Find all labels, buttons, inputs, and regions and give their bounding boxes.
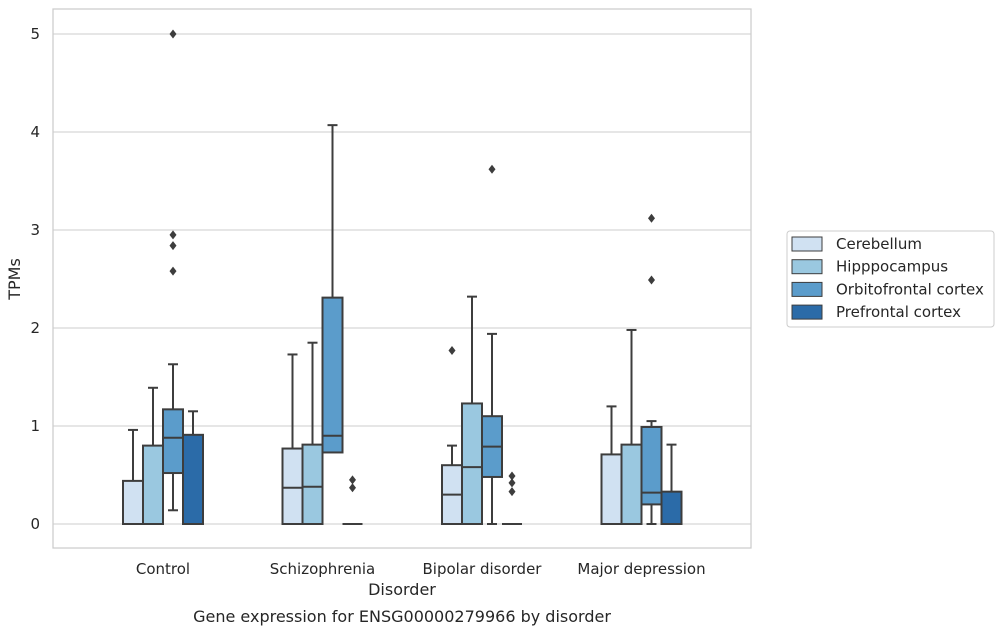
outlier-point: [488, 164, 496, 174]
legend-swatch: [791, 259, 823, 275]
box-1-1: [301, 341, 324, 525]
chart-caption: Gene expression for ENSG00000279966 by d…: [193, 607, 611, 626]
box-2-0: [162, 29, 184, 512]
box-plots: [122, 29, 683, 526]
box-3-3: [660, 443, 683, 526]
outlier-point: [508, 478, 516, 488]
box-body: [660, 490, 683, 526]
outlier-point: [169, 266, 177, 276]
box-0-3: [600, 405, 623, 526]
box-3-1: [342, 475, 363, 525]
outlier-point: [169, 29, 177, 39]
box-body: [301, 443, 324, 525]
box-body: [162, 408, 184, 475]
y-tick-label: 5: [30, 25, 40, 43]
legend-swatch: [791, 281, 823, 297]
y-tick-label: 0: [30, 515, 40, 533]
box-body: [122, 479, 144, 526]
legend-label: Cerebellum: [836, 235, 922, 253]
outlier-point: [648, 213, 655, 223]
x-tick-label: Major depression: [577, 560, 705, 578]
box-body: [600, 453, 623, 526]
box-2-1: [321, 124, 344, 454]
outlier-point: [169, 230, 177, 240]
box-3-2: [502, 471, 522, 525]
box-body: [620, 443, 643, 525]
outlier-point: [508, 487, 516, 497]
box-body: [142, 444, 164, 526]
legend-swatch: [791, 304, 823, 320]
y-tick-label: 1: [30, 417, 40, 435]
box-0-1: [281, 353, 304, 526]
y-axis-label: TPMs: [5, 258, 24, 301]
y-tick-labels: 0 1 2 3 4 5: [30, 25, 40, 533]
x-tick-label: Bipolar disorder: [423, 560, 543, 578]
legend-swatch: [791, 236, 823, 252]
outlier-point: [508, 471, 516, 481]
box-2-3: [640, 213, 663, 525]
box-1-0: [142, 386, 164, 526]
box-2-2: [481, 164, 503, 525]
x-tick-labels: Control Schizophrenia Bipolar disorder Majo…: [136, 560, 706, 578]
outlier-point: [169, 241, 177, 251]
legend-frame: [786, 230, 995, 328]
box-body: [182, 433, 204, 526]
x-axis-label: Disorder: [368, 580, 436, 599]
legend-label: Prefrontal cortex: [836, 303, 961, 321]
outlier-point: [349, 475, 356, 485]
y-tick-label: 4: [30, 123, 40, 141]
outlier-point: [648, 275, 655, 285]
outlier-point: [349, 483, 356, 493]
legend-label: Orbitofrontal cortex: [836, 280, 984, 298]
box-body: [321, 296, 344, 454]
outlier-point: [448, 346, 456, 356]
box-body: [640, 425, 663, 506]
x-tick-label: Schizophrenia: [270, 560, 375, 578]
box-body: [281, 447, 304, 526]
box-3-0: [182, 410, 204, 526]
box-body: [461, 402, 483, 525]
x-tick-label: Control: [136, 560, 190, 578]
y-tick-label: 3: [30, 221, 40, 239]
legend-label: Hipppocampus: [836, 258, 948, 276]
y-tick-label: 2: [30, 319, 40, 337]
legend: Cerebellum Hipppocampus Orbitofrontal cort…: [786, 230, 995, 328]
